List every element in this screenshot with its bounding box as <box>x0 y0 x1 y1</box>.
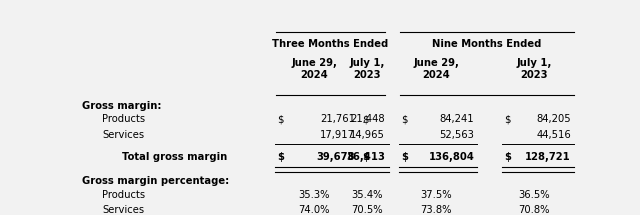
Text: Three Months Ended: Three Months Ended <box>273 39 388 49</box>
Text: Gross margin percentage:: Gross margin percentage: <box>83 177 230 186</box>
Text: 36,413: 36,413 <box>346 152 385 162</box>
Text: $: $ <box>401 114 408 124</box>
Text: $: $ <box>277 152 284 162</box>
Text: 36.5%: 36.5% <box>518 190 550 200</box>
Text: 37.5%: 37.5% <box>420 190 452 200</box>
Text: 35.3%: 35.3% <box>298 190 330 200</box>
Text: 39,678: 39,678 <box>317 152 355 162</box>
Text: Nine Months Ended: Nine Months Ended <box>432 39 541 49</box>
Text: 52,563: 52,563 <box>440 130 474 140</box>
Text: Products: Products <box>102 114 145 124</box>
Text: $: $ <box>362 152 369 162</box>
Text: June 29,
2024: June 29, 2024 <box>413 58 459 80</box>
Text: June 29,
2024: June 29, 2024 <box>291 58 337 80</box>
Text: 128,721: 128,721 <box>525 152 571 162</box>
Text: 73.8%: 73.8% <box>420 204 452 215</box>
Text: July 1,
2023: July 1, 2023 <box>516 58 552 80</box>
Text: Gross margin:: Gross margin: <box>83 101 162 111</box>
Text: $: $ <box>504 114 511 124</box>
Text: 70.8%: 70.8% <box>518 204 550 215</box>
Text: 84,241: 84,241 <box>440 114 474 124</box>
Text: $: $ <box>362 114 368 124</box>
Text: 21,448: 21,448 <box>351 114 385 124</box>
Text: 136,804: 136,804 <box>428 152 474 162</box>
Text: $: $ <box>277 114 284 124</box>
Text: $: $ <box>504 152 511 162</box>
Text: 14,965: 14,965 <box>350 130 385 140</box>
Text: 44,516: 44,516 <box>536 130 571 140</box>
Text: 74.0%: 74.0% <box>298 204 330 215</box>
Text: 84,205: 84,205 <box>536 114 571 124</box>
Text: July 1,
2023: July 1, 2023 <box>349 58 385 80</box>
Text: Services: Services <box>102 130 145 140</box>
Text: Services: Services <box>102 204 145 215</box>
Text: 17,917: 17,917 <box>320 130 355 140</box>
Text: $: $ <box>401 152 408 162</box>
Text: 21,761: 21,761 <box>320 114 355 124</box>
Text: 35.4%: 35.4% <box>351 190 383 200</box>
Text: 70.5%: 70.5% <box>351 204 383 215</box>
Text: Products: Products <box>102 190 145 200</box>
Text: Total gross margin: Total gross margin <box>122 152 227 162</box>
